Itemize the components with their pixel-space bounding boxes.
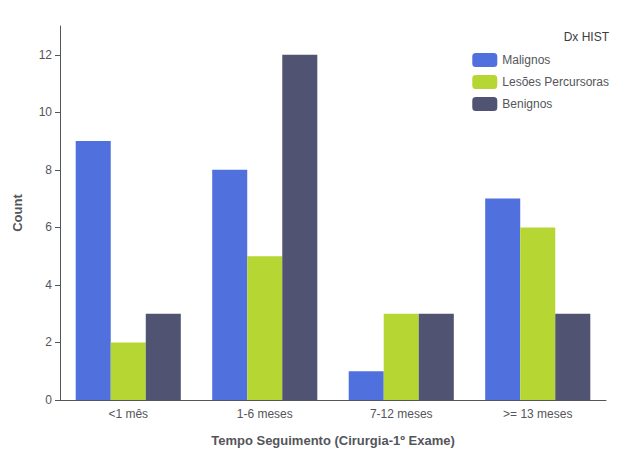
svg-text:6: 6 [45,220,52,234]
svg-text:Tempo Seguimento (Cirurgia-1º: Tempo Seguimento (Cirurgia-1º Exame) [211,433,455,448]
svg-text:Malignos: Malignos [502,53,550,67]
svg-text:2: 2 [45,335,52,349]
svg-text:>= 13 meses: >= 13 meses [503,407,572,421]
svg-text:Count: Count [10,194,25,232]
svg-text:<1 mês: <1 mês [108,407,148,421]
svg-text:1-6 meses: 1-6 meses [237,407,293,421]
svg-text:10: 10 [39,105,53,119]
svg-text:Benignos: Benignos [502,97,552,111]
svg-text:8: 8 [45,163,52,177]
svg-text:7-12 meses: 7-12 meses [370,407,433,421]
svg-text:0: 0 [45,393,52,407]
svg-text:4: 4 [45,278,52,292]
svg-text:12: 12 [39,48,53,62]
svg-text:Dx HIST: Dx HIST [564,30,610,44]
svg-text:Lesões Percursoras: Lesões Percursoras [502,75,609,89]
